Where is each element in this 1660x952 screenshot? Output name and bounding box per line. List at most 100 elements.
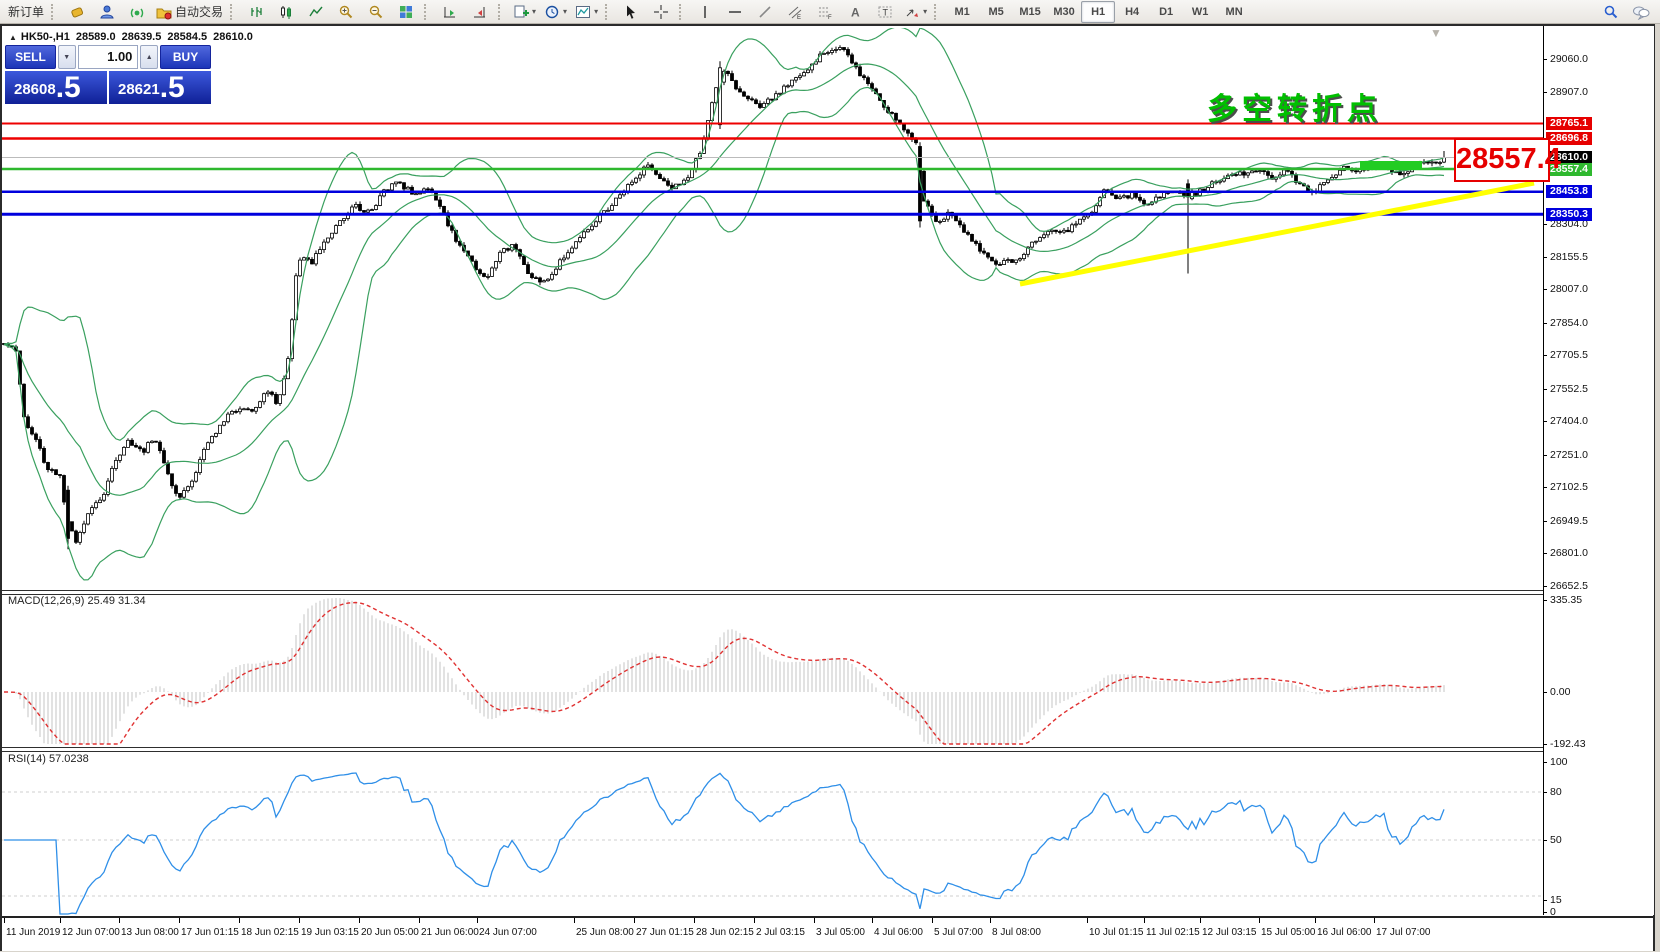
chart-quote-line: ▲ HK50-,H1 28589.0 28639.5 28584.5 28610.0: [9, 31, 259, 43]
price-axis-tick: 27705.5: [1543, 349, 1588, 361]
signal-icon: [129, 4, 145, 20]
arrows-tool-button[interactable]: ▾: [900, 1, 931, 23]
price-axis-tick: 27251.0: [1543, 449, 1588, 461]
buy-price-panel[interactable]: 28621.5: [109, 71, 211, 104]
time-axis-label: 15 Jul 05:00: [1261, 927, 1316, 938]
quote-open: 28589.0: [75, 31, 116, 43]
time-axis-label: 16 Jul 06:00: [1317, 927, 1372, 938]
sell-price-panel[interactable]: 28608.5: [5, 71, 107, 104]
trendline-tool-button[interactable]: [750, 1, 780, 23]
auto-trading-icon: [156, 4, 172, 20]
crosshair-tool-button[interactable]: [646, 1, 676, 23]
zoom-out-button[interactable]: [361, 1, 391, 23]
pane-separator[interactable]: [2, 590, 1653, 595]
timeframe-M15[interactable]: M15: [1019, 5, 1041, 18]
pane-separator[interactable]: [2, 747, 1653, 752]
arrows-icon: [904, 4, 920, 20]
zoom-out-icon: [368, 4, 384, 20]
macd-pane[interactable]: [2, 593, 1543, 747]
volume-decrease-button[interactable]: ▼: [57, 45, 76, 69]
zoom-in-button[interactable]: [331, 1, 361, 23]
chat-button[interactable]: [1626, 1, 1656, 23]
fibonacci-tool-button[interactable]: F: [810, 1, 840, 23]
indicator-axis-tick: 0: [1543, 906, 1556, 918]
auto-scroll-button[interactable]: [435, 1, 465, 23]
toolbar-grip: [934, 3, 940, 20]
time-axis-tick: [419, 918, 420, 923]
time-axis[interactable]: 11 Jun 2019 12 Jun 07:00 13 Jun 08:00 17 Ju…: [2, 916, 1653, 951]
price-axis[interactable]: 29060.0 28907.0 28304.0 28155.5 28007.0 27854…: [1542, 26, 1654, 918]
volume-increase-button[interactable]: ▲: [140, 45, 159, 69]
svg-text:F: F: [828, 15, 832, 20]
text-label-tool-button[interactable]: T: [870, 1, 900, 23]
time-axis-label: 4 Jul 06:00: [874, 927, 923, 938]
community-button[interactable]: [92, 1, 122, 23]
horizontal-line-tool-button[interactable]: [720, 1, 750, 23]
text-tool-button[interactable]: A: [840, 1, 870, 23]
chart-annotation-text: 多空转折点: [1207, 93, 1382, 126]
chevron-down-icon: ▾: [532, 6, 537, 16]
timeframe-H4[interactable]: H4: [1125, 5, 1140, 18]
toolbar-grip: [424, 3, 430, 20]
tile-windows-button[interactable]: [391, 1, 421, 23]
macd-label: MACD(12,26,9) 25.49 31.34: [8, 595, 146, 607]
vertical-line-tool-button[interactable]: [690, 1, 720, 23]
quote-low: 28584.5: [167, 31, 208, 43]
person-icon: [99, 4, 115, 20]
toolbar-grip: [230, 3, 236, 20]
price-pane[interactable]: [2, 28, 1543, 590]
collapse-arrow-icon[interactable]: ▲: [9, 33, 17, 42]
timeframe-M30[interactable]: M30: [1053, 5, 1075, 18]
chevron-down-icon: ▾: [594, 6, 599, 16]
price-line-label: 28696.8: [1546, 132, 1592, 145]
volume-input[interactable]: 1.00: [77, 45, 139, 69]
search-button[interactable]: [1596, 1, 1626, 23]
indicator-axis-tick: 50: [1543, 834, 1562, 846]
candlestick-mode-button[interactable]: [271, 1, 301, 23]
new-chart-button[interactable]: ▾: [509, 1, 540, 23]
price-line-label: 28453.8: [1546, 185, 1592, 198]
line-chart-mode-button[interactable]: [301, 1, 331, 23]
sell-price-pips: .5: [55, 71, 81, 104]
signals-button[interactable]: [122, 1, 152, 23]
time-axis-tick: [4, 918, 5, 923]
timeframe-M5[interactable]: M5: [988, 5, 1004, 18]
gold-seal-icon: [69, 4, 85, 20]
time-axis-tick: [574, 918, 575, 923]
crosshair-icon: [653, 4, 669, 20]
periods-button[interactable]: ▾: [540, 1, 571, 23]
fibonacci-icon: F: [817, 4, 833, 20]
sell-button[interactable]: SELL: [5, 45, 56, 69]
chat-icon: [1632, 4, 1650, 20]
horizontal-line-icon: [727, 4, 743, 20]
candlestick-icon: [278, 4, 294, 20]
time-axis-tick: [634, 918, 635, 923]
timeframe-D1[interactable]: D1: [1159, 5, 1174, 18]
price-axis-tick: 28155.5: [1543, 251, 1588, 263]
charts-profile-button[interactable]: [62, 1, 92, 23]
cursor-tool-button[interactable]: [616, 1, 646, 23]
timeframe-W1[interactable]: W1: [1191, 5, 1209, 18]
scroll-to-end-icon[interactable]: ▼: [1430, 26, 1442, 40]
timeframe-MN[interactable]: MN: [1225, 5, 1243, 18]
time-axis-tick: [179, 918, 180, 923]
svg-text:T: T: [883, 7, 889, 17]
rsi-pane[interactable]: [2, 750, 1543, 916]
bar-chart-mode-button[interactable]: [241, 1, 271, 23]
new-order-button[interactable]: 新订单: [4, 1, 48, 23]
auto-trading-button[interactable]: 自动交易: [152, 1, 227, 23]
chart-shift-button[interactable]: [465, 1, 495, 23]
buy-price-pips: .5: [159, 71, 185, 104]
indicators-button[interactable]: ▾: [571, 1, 602, 23]
timeframe-M1[interactable]: M1: [954, 5, 970, 18]
time-axis-label: 21 Jun 06:00: [421, 927, 479, 938]
channel-tool-button[interactable]: E: [780, 1, 810, 23]
toolbar-grip: [605, 3, 611, 20]
buy-button[interactable]: BUY: [160, 45, 212, 69]
zoom-in-icon: [338, 4, 354, 20]
price-axis-tick: 29060.0: [1543, 53, 1588, 65]
time-axis-label: 28 Jun 02:15: [696, 927, 754, 938]
timeframe-H1[interactable]: H1: [1081, 0, 1116, 23]
price-line-label: 28350.3: [1546, 208, 1592, 221]
